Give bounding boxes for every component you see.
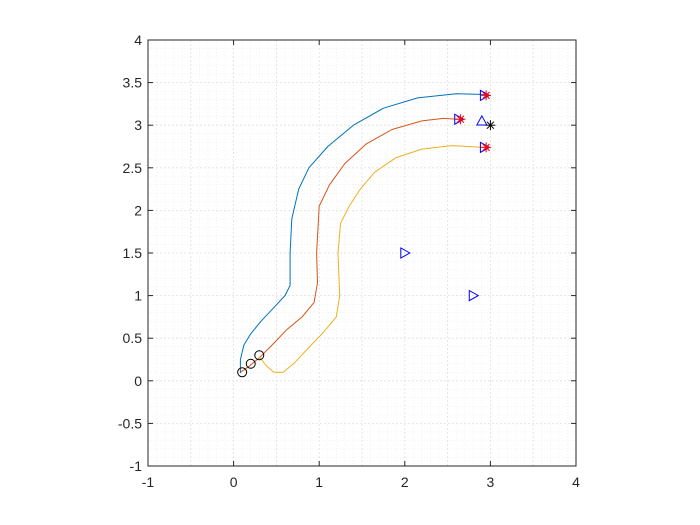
x-tick-label: 4 <box>572 474 580 490</box>
y-tick-labels: -1 -0.5 0 0.5 1 1.5 2 2.5 3 3.5 4 <box>118 32 142 474</box>
y-tick-label: 1 <box>134 288 142 304</box>
y-tick-label: -1 <box>130 458 143 474</box>
series-layer <box>239 93 487 374</box>
y-tick-label: 0 <box>134 373 142 389</box>
asterisk-marker <box>455 114 466 125</box>
triangle-right-marker <box>400 247 411 259</box>
asterisk-stroke <box>482 143 490 152</box>
triangle-right-marker <box>468 289 480 302</box>
circle-marker <box>254 350 265 361</box>
asterisk-marker <box>481 90 492 101</box>
x-tick-label: -1 <box>142 474 155 490</box>
series-line-2 <box>240 117 458 373</box>
circle-marker <box>245 358 256 369</box>
triangle-right-marker <box>479 89 491 102</box>
x-tick-label: 2 <box>401 474 409 490</box>
asterisk-marker <box>481 142 492 153</box>
y-tick-label: 2 <box>134 202 142 218</box>
y-tick-label: 3.5 <box>123 75 143 91</box>
x-tick-labels: -1 0 1 2 3 4 <box>142 474 580 490</box>
major-grid <box>148 40 576 466</box>
x-tick-label: 3 <box>487 474 495 490</box>
ticks-layer <box>147 39 577 467</box>
y-tick-label: 1.5 <box>123 245 143 261</box>
triangle-right-marker <box>479 141 491 154</box>
asterisk-stroke <box>456 115 465 124</box>
series-line-3 <box>258 145 484 373</box>
triangle-up-marker <box>475 114 488 126</box>
y-tick-label: 4 <box>134 32 142 48</box>
series-line-1 <box>239 93 487 374</box>
x-tick-label: 0 <box>230 474 238 490</box>
y-tick-label: -0.5 <box>118 415 142 431</box>
circle-marker <box>237 367 248 378</box>
marker-layer <box>237 89 496 378</box>
asterisk-stroke <box>482 91 490 100</box>
triangle-right-marker <box>454 113 465 126</box>
asterisk-marker <box>485 120 496 131</box>
x-tick-label: 1 <box>315 474 323 490</box>
asterisk-stroke <box>486 121 495 130</box>
y-tick-label: 0.5 <box>123 330 143 346</box>
y-tick-label: 3 <box>134 117 142 133</box>
y-tick-label: 2.5 <box>123 160 143 176</box>
